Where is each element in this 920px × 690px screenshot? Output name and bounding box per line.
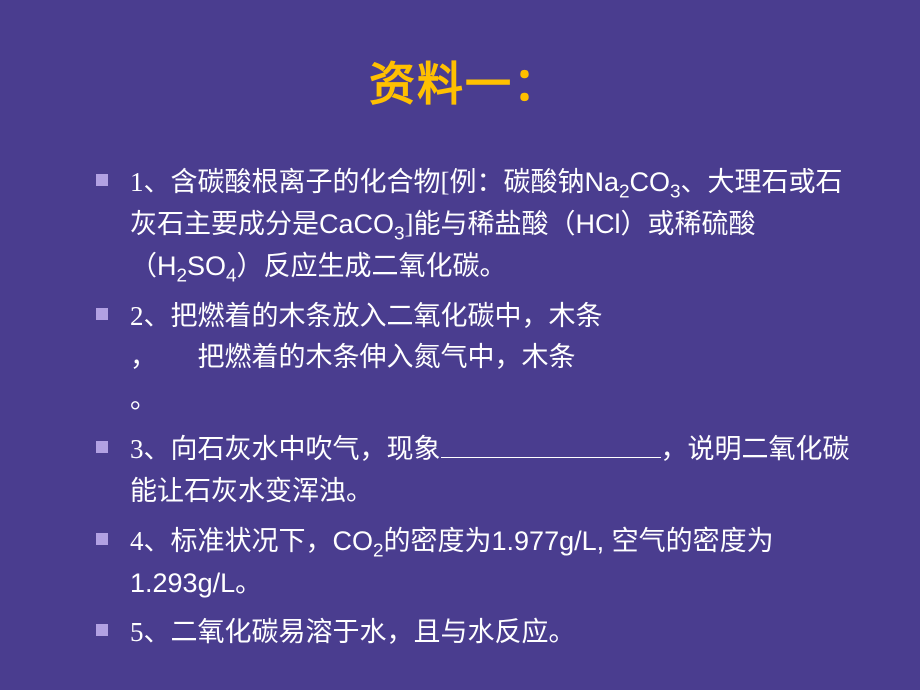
- value: 1.293g/L: [130, 568, 235, 598]
- list-item: 4、标准状况下，CO2的密度为1.977g/L, 空气的密度为 1.293g/L。: [130, 521, 860, 605]
- bullet-icon: [96, 533, 108, 545]
- subscript: 2: [373, 540, 384, 561]
- content-area: 1、含碳酸根离子的化合物[例：碳酸钠Na2CO3、大理石或石灰石主要成分是CaC…: [60, 162, 870, 654]
- formula: CO: [630, 167, 671, 197]
- formula: H: [157, 251, 177, 281]
- formula: CO: [333, 526, 374, 556]
- list-item: 5、二氧化碳易溶于水，且与水反应。: [130, 612, 860, 654]
- list-item: 1、含碳酸根离子的化合物[例：碳酸钠Na2CO3、大理石或石灰石主要成分是CaC…: [130, 162, 860, 288]
- text: ]能与稀盐酸（: [405, 209, 576, 239]
- bullet-icon: [96, 174, 108, 186]
- text: 2、把燃着的木条放入二氧化碳中，木条: [130, 301, 603, 331]
- list-item: 3、向石灰水中吹气，现象，说明二氧化碳能让石灰水变浑浊。: [130, 429, 860, 513]
- subscript: 3: [394, 223, 405, 244]
- subscript: 4: [226, 265, 237, 286]
- bullet-icon: [96, 624, 108, 636]
- subscript: 2: [619, 181, 630, 202]
- text: 的密度为: [384, 526, 492, 556]
- text: 3、向石灰水中吹气，现象: [130, 434, 441, 464]
- text: 4、标准状况下，: [130, 526, 333, 556]
- text: 空气的密度为: [612, 526, 774, 556]
- bullet-icon: [96, 308, 108, 320]
- list-item: 2、把燃着的木条放入二氧化碳中，木条 ， 把燃着的木条伸入氮气中，木条。: [130, 296, 860, 422]
- formula: SO: [187, 251, 226, 281]
- fill-blank: [441, 431, 661, 458]
- formula: HCl: [576, 209, 621, 239]
- bullet-icon: [96, 441, 108, 453]
- subscript: 2: [177, 265, 188, 286]
- text: 。: [130, 384, 157, 414]
- subscript: 3: [670, 181, 681, 202]
- formula: CaCO: [319, 209, 394, 239]
- text: 5、二氧化碳易溶于水，且与水反应。: [130, 617, 576, 647]
- text: 。: [235, 568, 262, 598]
- formula: Na: [585, 167, 620, 197]
- slide: 资料一： 1、含碳酸根离子的化合物[例：碳酸钠Na2CO3、大理石或石灰石主要成…: [0, 0, 920, 690]
- slide-title: 资料一：: [60, 48, 870, 114]
- value: 1.977g/L,: [492, 526, 612, 556]
- text: ）反应生成二氧化碳。: [237, 251, 507, 281]
- text: ， 把燃着的木条伸入氮气中，木条: [130, 342, 576, 372]
- text: 1、含碳酸根离子的化合物[例：碳酸钠: [130, 167, 585, 197]
